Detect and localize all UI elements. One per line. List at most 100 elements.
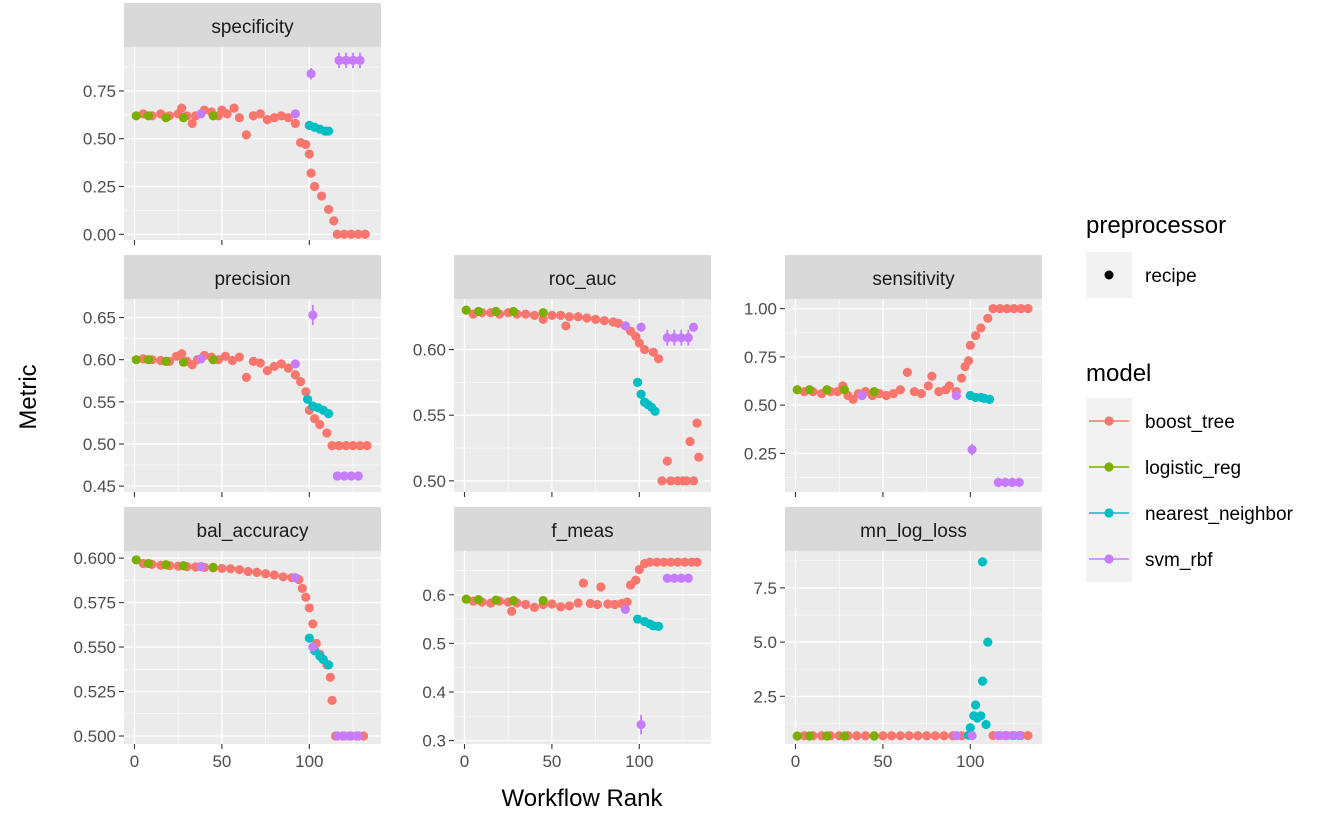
point-boost_tree bbox=[556, 310, 566, 321]
point-svm_rbf bbox=[348, 55, 358, 65]
point-boost_tree bbox=[694, 452, 704, 462]
point-svm_rbf bbox=[669, 333, 679, 343]
point-nearest_neighbor bbox=[977, 557, 988, 567]
strip-label-sensitivity: sensitivity bbox=[872, 269, 955, 290]
point-boost_tree bbox=[591, 314, 601, 324]
point-boost_tree bbox=[255, 358, 265, 368]
points-roc_auc bbox=[461, 305, 704, 486]
points-specificity bbox=[131, 52, 370, 239]
points-precision bbox=[131, 304, 372, 481]
point-nearest_neighbor bbox=[976, 711, 986, 721]
point-boost_tree bbox=[261, 569, 271, 579]
y-tick-label: 0.50 bbox=[744, 396, 777, 415]
point-svm_rbf bbox=[993, 730, 1003, 741]
point-boost_tree bbox=[229, 103, 239, 113]
point-boost_tree bbox=[692, 557, 702, 567]
point-boost_tree bbox=[327, 695, 337, 706]
x-tick-label: 100 bbox=[295, 752, 323, 771]
x-tick-label: 50 bbox=[542, 752, 561, 771]
x-tick-label: 50 bbox=[873, 752, 892, 771]
point-boost_tree bbox=[881, 390, 892, 401]
point-boost_tree bbox=[556, 602, 566, 612]
point-boost_tree bbox=[680, 557, 690, 567]
legend-label-boost_tree: boost_tree bbox=[1145, 412, 1235, 433]
y-tick-label: 0.5 bbox=[422, 634, 446, 653]
point-boost_tree bbox=[177, 349, 187, 359]
point-boost_tree bbox=[278, 572, 288, 582]
point-boost_tree bbox=[306, 168, 316, 178]
point-boost_tree bbox=[927, 371, 937, 381]
point-logistic_reg bbox=[491, 595, 501, 605]
point-boost_tree bbox=[241, 372, 251, 382]
points-mn_log_loss bbox=[792, 557, 1033, 741]
point-boost_tree bbox=[283, 363, 293, 373]
point-logistic_reg bbox=[822, 385, 832, 395]
point-boost_tree bbox=[944, 381, 954, 391]
point-boost_tree bbox=[353, 229, 363, 239]
legend-key-dot-nearest_neighbor bbox=[1104, 508, 1114, 518]
point-svm_rbf bbox=[967, 730, 977, 741]
point-boost_tree bbox=[308, 619, 318, 629]
point-boost_tree bbox=[923, 381, 933, 391]
point-boost_tree bbox=[878, 731, 888, 741]
strip-label-f_meas: f_meas bbox=[551, 521, 613, 542]
point-boost_tree bbox=[578, 578, 588, 588]
point-svm_rbf bbox=[332, 731, 342, 741]
y-tick-label: 0.50 bbox=[83, 130, 116, 149]
point-boost_tree bbox=[916, 388, 926, 399]
legend-label-nearest_neighbor: nearest_neighbor bbox=[1145, 504, 1294, 525]
point-nearest_neighbor bbox=[981, 719, 991, 730]
point-boost_tree bbox=[226, 564, 236, 574]
point-logistic_reg bbox=[161, 560, 171, 570]
point-boost_tree bbox=[252, 567, 262, 577]
point-boost_tree bbox=[681, 476, 692, 486]
point-svm_rbf bbox=[683, 333, 693, 343]
point-nearest_neighbor bbox=[636, 389, 646, 399]
y-tick-label: 1.00 bbox=[744, 300, 777, 319]
x-axis-title: Workflow Rank bbox=[502, 785, 664, 812]
point-boost_tree bbox=[547, 599, 557, 609]
y-tick-label: 0.550 bbox=[73, 638, 116, 657]
point-boost_tree bbox=[255, 109, 265, 119]
legend-title-preprocessor: preprocessor bbox=[1086, 212, 1226, 239]
panel-sensitivity: sensitivity 0.25 0.50 0.75 1.00 bbox=[744, 255, 1042, 497]
point-svm_rbf bbox=[353, 471, 363, 481]
point-logistic_reg bbox=[508, 595, 519, 606]
points-f_meas bbox=[461, 557, 702, 735]
point-boost_tree bbox=[599, 316, 609, 326]
point-logistic_reg bbox=[131, 555, 141, 565]
point-svm_rbf bbox=[683, 573, 693, 583]
point-boost_tree bbox=[220, 351, 231, 361]
point-nearest_neighbor bbox=[650, 406, 660, 416]
point-boost_tree bbox=[234, 565, 244, 575]
point-boost_tree bbox=[309, 414, 320, 424]
y-tick-label: 0.4 bbox=[422, 683, 446, 702]
point-boost_tree bbox=[930, 731, 940, 741]
point-svm_rbf bbox=[355, 55, 365, 65]
x-tick-label: 50 bbox=[212, 752, 231, 771]
point-boost_tree bbox=[243, 566, 253, 577]
point-boost_tree bbox=[234, 113, 244, 123]
point-nearest_neighbor bbox=[977, 676, 988, 686]
point-boost_tree bbox=[622, 597, 632, 607]
point-svm_rbf bbox=[662, 333, 672, 343]
point-boost_tree bbox=[290, 118, 300, 129]
strip-mn_log_loss bbox=[785, 507, 1042, 551]
point-logistic_reg bbox=[473, 306, 484, 317]
point-boost_tree bbox=[895, 385, 905, 395]
point-svm_rbf bbox=[290, 109, 300, 119]
point-boost_tree bbox=[507, 606, 517, 616]
point-boost_tree bbox=[639, 344, 650, 355]
point-boost_tree bbox=[341, 441, 351, 451]
point-boost_tree bbox=[301, 139, 311, 150]
panel-background-roc_auc bbox=[454, 299, 711, 492]
panel-roc_auc: roc_auc 0.50 0.55 0.60 bbox=[413, 255, 711, 497]
point-boost_tree bbox=[573, 312, 583, 322]
point-svm_rbf bbox=[332, 471, 342, 481]
point-svm_rbf bbox=[1000, 730, 1010, 741]
y-tick-label: 0.45 bbox=[83, 477, 116, 496]
y-tick-label: 5.0 bbox=[753, 633, 777, 652]
point-logistic_reg bbox=[143, 111, 154, 121]
point-svm_rbf bbox=[1007, 477, 1017, 487]
legend-label-svm_rbf: svm_rbf bbox=[1145, 550, 1213, 571]
